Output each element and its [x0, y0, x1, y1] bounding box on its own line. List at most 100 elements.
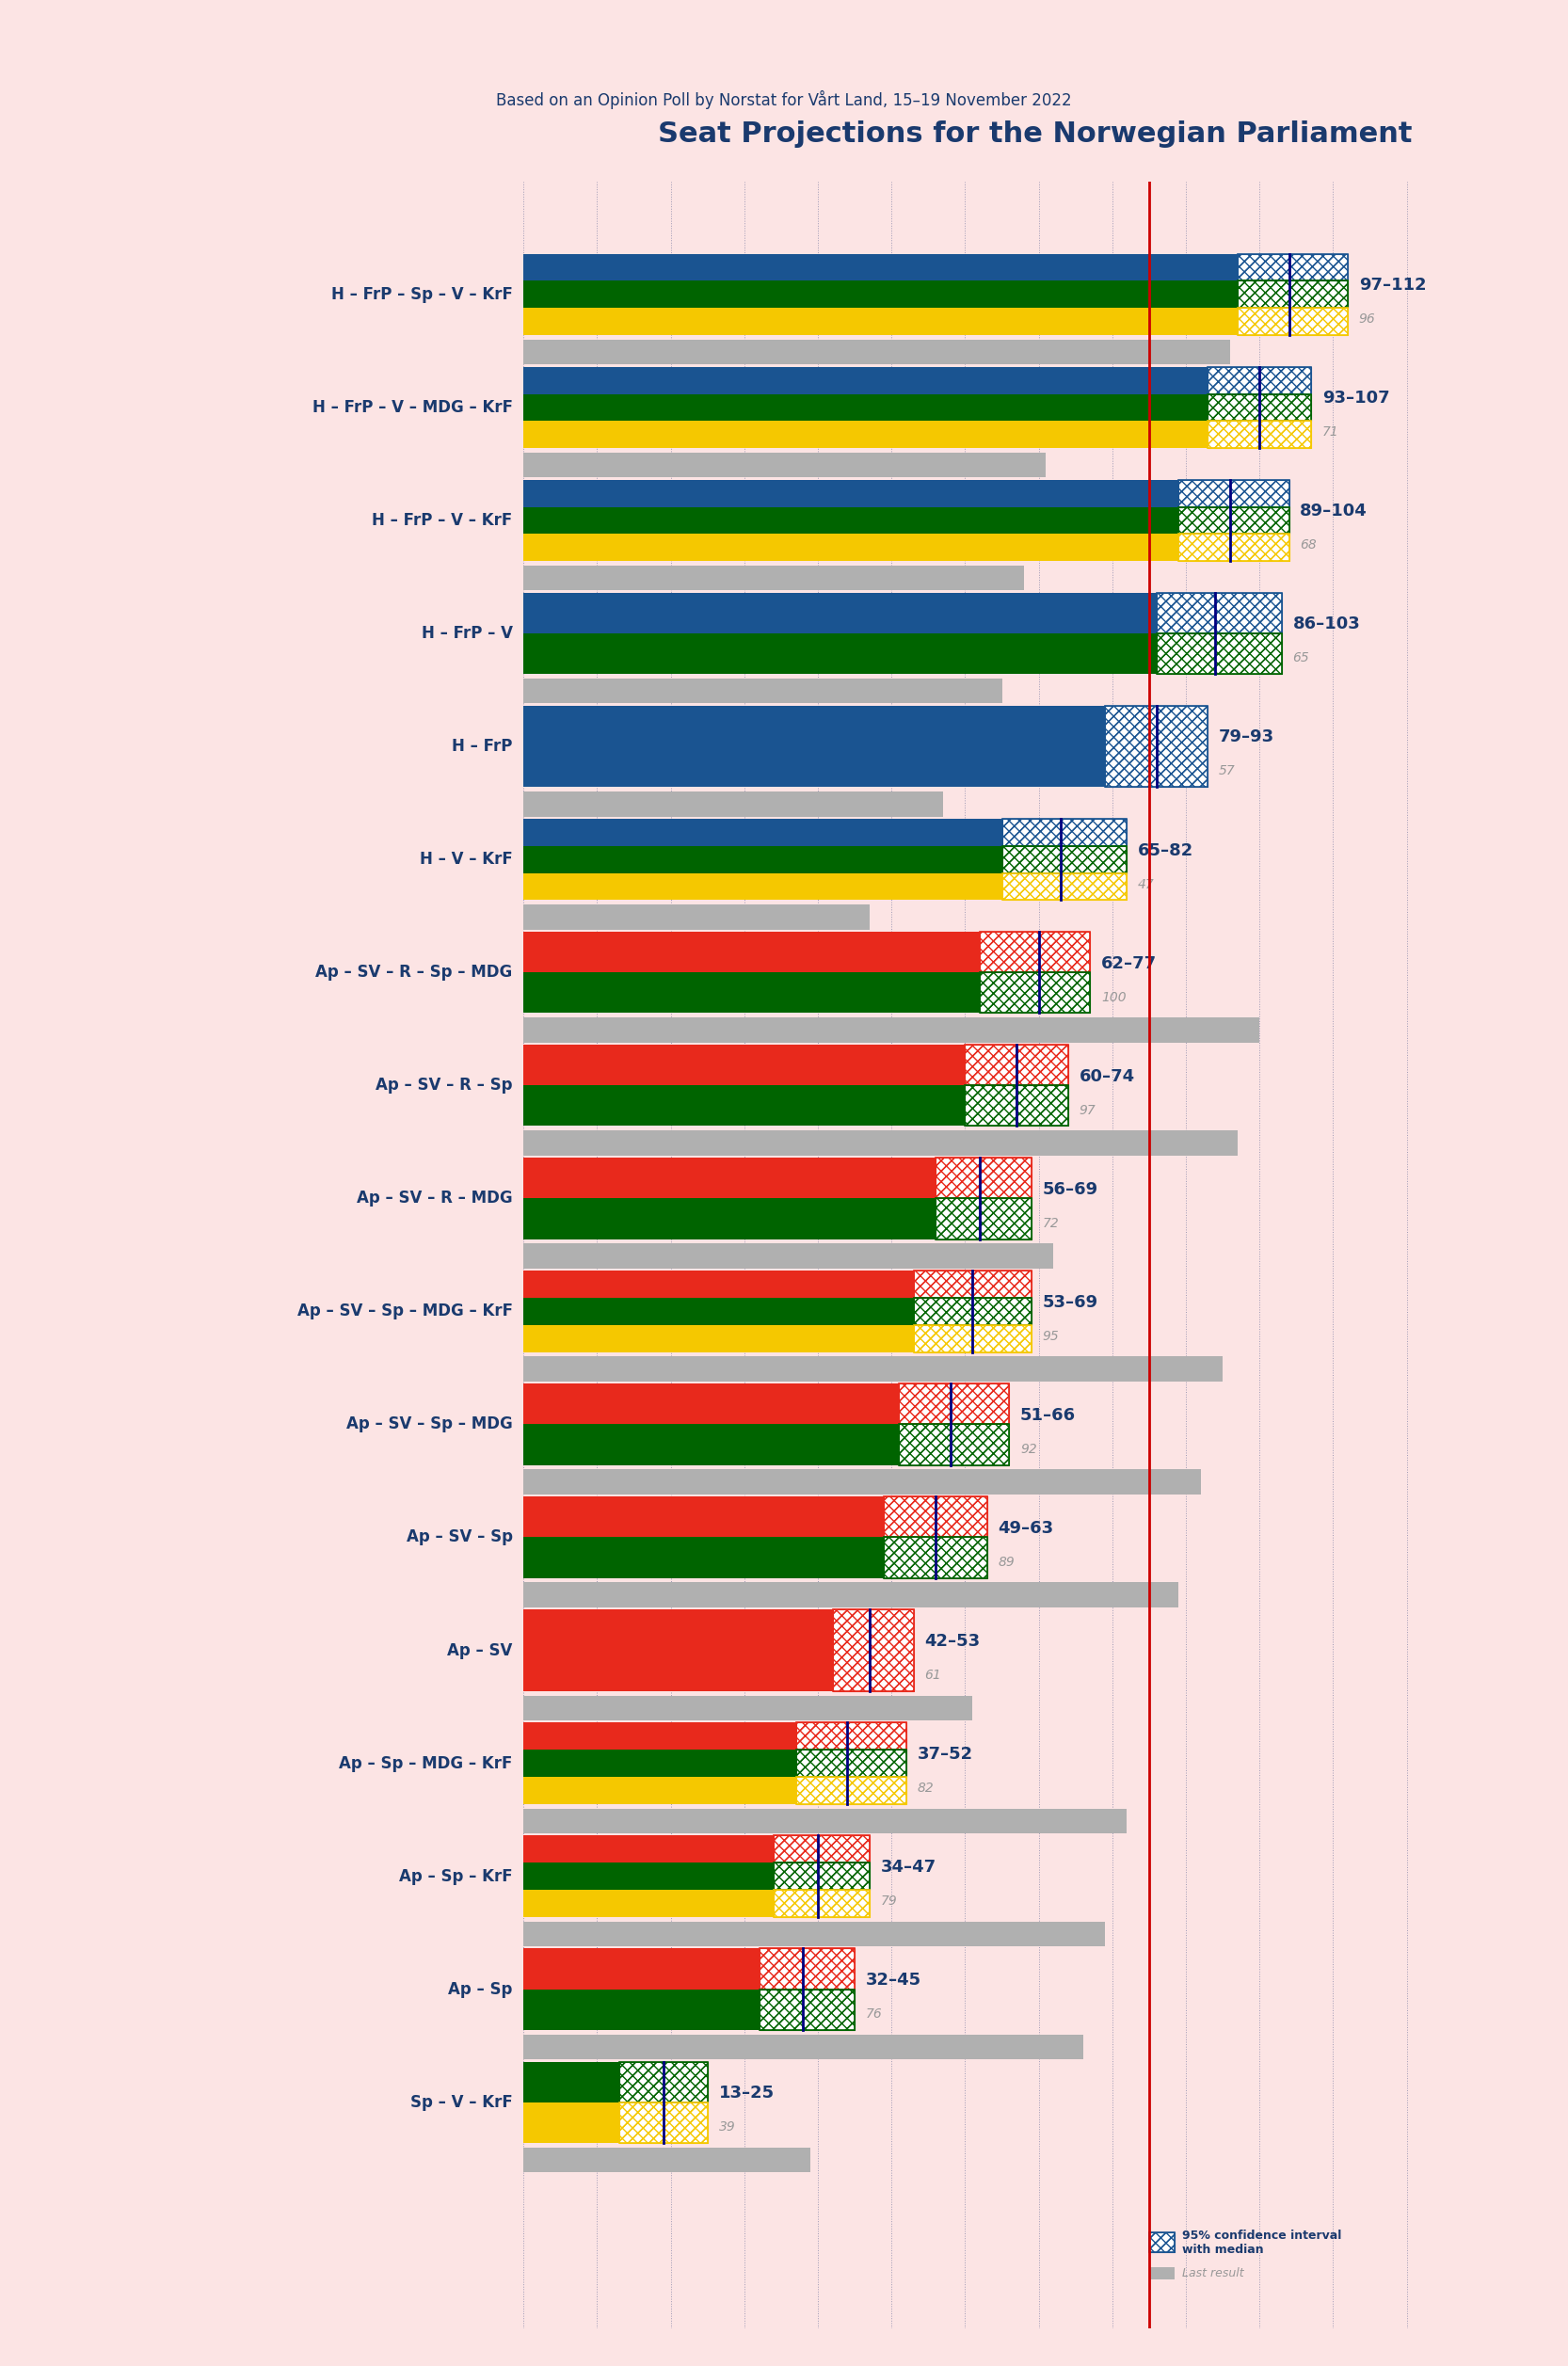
Bar [884, 1538, 988, 1578]
Bar [1179, 535, 1289, 561]
Bar [884, 1498, 988, 1538]
Text: Ap – Sp: Ap – Sp [448, 1980, 513, 1997]
Text: 72: 72 [1043, 1216, 1058, 1230]
Bar [966, 1086, 1068, 1126]
Bar [1237, 253, 1348, 282]
Bar [524, 1498, 884, 1538]
Text: 100: 100 [1101, 991, 1126, 1003]
Bar [936, 1157, 1032, 1197]
Bar [759, 1990, 855, 2030]
Text: 68: 68 [1300, 539, 1317, 551]
Bar [980, 972, 1090, 1013]
Bar [1002, 845, 1127, 873]
Bar [936, 1157, 1032, 1197]
Text: H – FrP – V – MDG – KrF: H – FrP – V – MDG – KrF [312, 400, 513, 416]
Text: 95% confidence interval
with median: 95% confidence interval with median [1182, 2229, 1342, 2255]
Bar [1002, 845, 1127, 873]
Bar [914, 1325, 1032, 1351]
Text: Ap – SV – R – Sp: Ap – SV – R – Sp [376, 1077, 513, 1093]
Bar [898, 1384, 1010, 1424]
Text: 39: 39 [718, 2120, 735, 2134]
Bar [619, 2061, 707, 2103]
Bar [884, 1498, 988, 1538]
Bar [1157, 634, 1281, 674]
Bar [980, 932, 1090, 972]
Bar [898, 1384, 1010, 1424]
Bar [898, 1384, 1010, 1424]
Text: 65: 65 [1292, 651, 1309, 665]
Bar [936, 1197, 1032, 1240]
Bar [524, 845, 1002, 873]
Bar [524, 932, 980, 972]
Text: H – FrP – Sp – V – KrF: H – FrP – Sp – V – KrF [331, 286, 513, 303]
Bar [884, 1538, 988, 1578]
Text: Ap – SV: Ap – SV [447, 1642, 513, 1659]
Bar [914, 1299, 1032, 1325]
Bar [524, 1990, 759, 2030]
Bar [1237, 308, 1348, 336]
Bar [524, 506, 1179, 535]
Text: 93–107: 93–107 [1322, 390, 1389, 407]
Bar [966, 1046, 1068, 1086]
Bar [524, 1751, 797, 1777]
Bar [524, 367, 1207, 393]
Bar [1179, 480, 1289, 506]
Bar [773, 1862, 869, 1890]
Title: Seat Projections for the Norwegian Parliament: Seat Projections for the Norwegian Parli… [659, 121, 1413, 149]
Bar [1179, 535, 1289, 561]
Bar [914, 1325, 1032, 1351]
Text: H – V – KrF: H – V – KrF [420, 852, 513, 868]
Bar [524, 904, 869, 930]
Bar [797, 1722, 906, 1751]
Bar [524, 1836, 773, 1862]
Bar [773, 1862, 869, 1890]
Bar [524, 679, 1002, 703]
Text: 53–69: 53–69 [1043, 1294, 1098, 1311]
Bar [524, 421, 1207, 447]
Text: 92: 92 [1021, 1443, 1036, 1455]
Bar [1157, 594, 1281, 634]
Text: H – FrP – V – KrF: H – FrP – V – KrF [372, 511, 513, 530]
Bar [524, 1583, 1179, 1607]
Bar [524, 1921, 1105, 1947]
Text: Ap – SV – Sp – MDG – KrF: Ap – SV – Sp – MDG – KrF [296, 1304, 513, 1320]
Bar [1149, 2231, 1174, 2252]
Bar [1237, 282, 1348, 308]
Bar [759, 1950, 855, 1990]
Bar [898, 1424, 1010, 1465]
Bar [524, 1950, 759, 1990]
Bar [524, 1271, 914, 1299]
Bar [898, 1424, 1010, 1465]
Text: 62–77: 62–77 [1101, 956, 1157, 972]
Bar [833, 1609, 914, 1692]
Text: 79–93: 79–93 [1218, 729, 1275, 745]
Text: Ap – SV – Sp: Ap – SV – Sp [406, 1528, 513, 1545]
Bar [980, 932, 1090, 972]
Bar [1237, 253, 1348, 282]
Bar [936, 1197, 1032, 1240]
Bar [773, 1836, 869, 1862]
Bar [980, 972, 1090, 1013]
Bar [773, 1836, 869, 1862]
Bar [524, 1777, 797, 1803]
Text: 82: 82 [917, 1782, 935, 1796]
Bar [797, 1751, 906, 1777]
Bar [898, 1424, 1010, 1465]
Bar [524, 253, 1237, 282]
Bar [524, 1325, 914, 1351]
Bar [1002, 873, 1127, 899]
Bar [524, 972, 980, 1013]
Bar [1179, 480, 1289, 506]
Text: 34–47: 34–47 [881, 1860, 936, 1876]
Text: 49–63: 49–63 [999, 1519, 1054, 1538]
Bar [797, 1722, 906, 1751]
Bar [1237, 282, 1348, 308]
Bar [524, 393, 1207, 421]
Bar [524, 2148, 811, 2172]
Text: Ap – SV – R – Sp – MDG: Ap – SV – R – Sp – MDG [315, 963, 513, 982]
Bar [759, 1950, 855, 1990]
Bar [524, 594, 1157, 634]
Bar [884, 1498, 988, 1538]
Text: 42–53: 42–53 [925, 1633, 980, 1649]
Bar [1149, 2231, 1174, 2252]
